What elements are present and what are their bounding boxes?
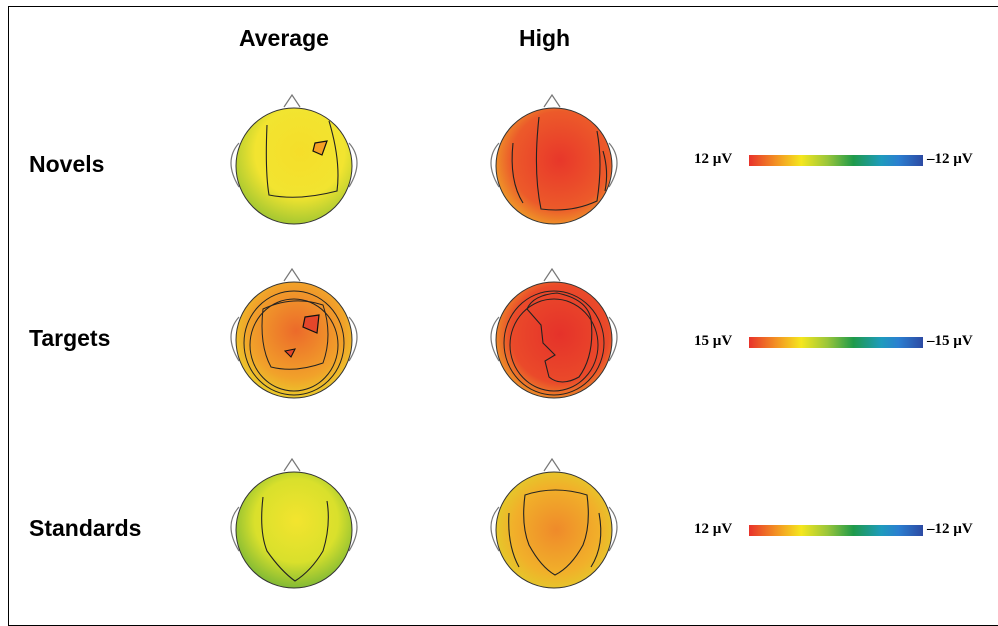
scalp-map-targets-high <box>490 267 618 399</box>
row-label-standards: Standards <box>29 515 142 541</box>
column-header-average: Average <box>239 25 329 51</box>
scalp-map-standards-average <box>230 457 358 589</box>
scalp-map-novels-high <box>490 93 618 225</box>
scale-min-label-standards: –12 µV <box>927 521 973 537</box>
scalp-map-novels-average <box>230 93 358 225</box>
scalp-map-targets-average <box>230 267 358 399</box>
row-label-novels: Novels <box>29 151 105 177</box>
color-scale-bar-standards <box>749 525 923 536</box>
scale-max-label-standards: 12 µV <box>694 521 733 537</box>
row-label-targets: Targets <box>29 325 111 351</box>
scale-max-label-novels: 12 µV <box>694 151 733 167</box>
erp-topography-figure: Average High Novels Targets Standards <box>8 6 998 626</box>
color-scale-bar-novels <box>749 155 923 166</box>
scale-min-label-targets: –15 µV <box>927 333 973 349</box>
color-scale-bar-targets <box>749 337 923 348</box>
scale-max-label-targets: 15 µV <box>694 333 733 349</box>
scalp-map-standards-high <box>490 457 618 589</box>
scale-min-label-novels: –12 µV <box>927 151 973 167</box>
column-header-high: High <box>519 25 571 51</box>
